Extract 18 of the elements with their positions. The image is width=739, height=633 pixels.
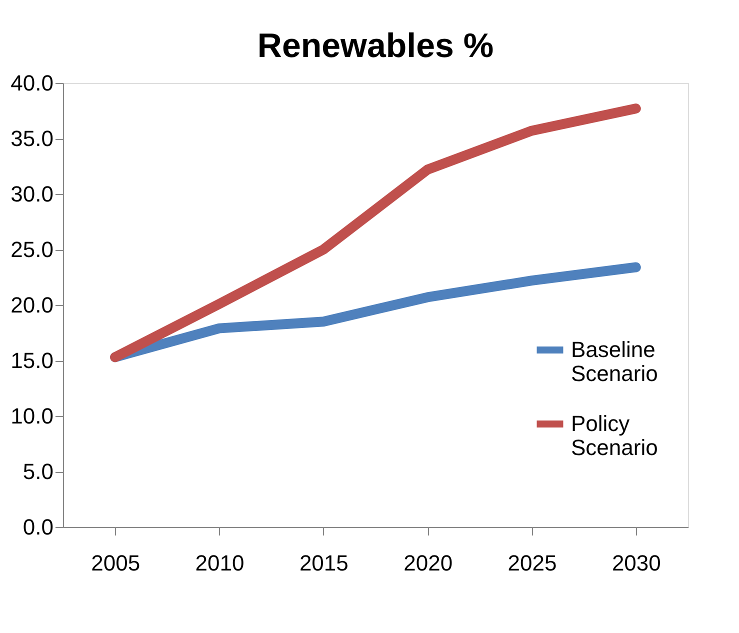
legend-label: Policy Scenario <box>571 411 658 460</box>
x-tick-label: 2010 <box>195 550 244 576</box>
x-tick-label: 2020 <box>404 550 453 576</box>
y-tick-label: 35.0 <box>10 126 54 151</box>
y-tick-label: 10.0 <box>10 404 54 428</box>
y-tick-label: 15.0 <box>10 348 54 373</box>
x-tick-label: 2030 <box>612 550 661 576</box>
y-tick-label: 0.0 <box>22 514 54 540</box>
x-tick-label: 2005 <box>91 550 140 576</box>
y-tick-label: 5.0 <box>22 459 54 484</box>
y-tick-label: 25.0 <box>10 237 54 262</box>
x-tick-label: 2015 <box>299 550 348 576</box>
y-tick-label: 40.0 <box>10 70 54 96</box>
x-tick-label: 2025 <box>508 550 557 576</box>
y-tick-label: 20.0 <box>10 292 54 318</box>
y-tick-label: 30.0 <box>10 182 54 206</box>
legend-label: Baseline Scenario <box>571 337 658 386</box>
chart-title: Renewables % <box>257 27 494 65</box>
